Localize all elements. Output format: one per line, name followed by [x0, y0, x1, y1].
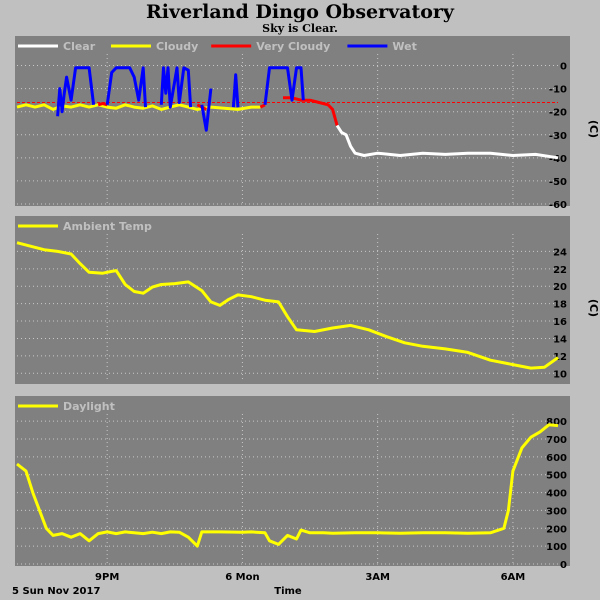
y-tick-label: 0: [560, 62, 567, 73]
y-tick-label: 500: [546, 471, 567, 482]
y-tick-label: 12: [553, 352, 567, 363]
y-tick-label: 200: [546, 524, 567, 535]
series-wet-line: [200, 88, 213, 132]
y-tick-label: 20: [553, 282, 567, 293]
series-wet-line: [56, 66, 96, 117]
y-axis-label: (C): [587, 120, 600, 138]
panel-background: [15, 36, 570, 206]
y-tick-label: 14: [553, 334, 567, 345]
series-very-cloudy-line: [259, 103, 266, 109]
y-tick-label: 100: [546, 542, 567, 553]
series-wet-line: [159, 66, 193, 109]
y-tick-label: 18: [553, 300, 567, 311]
y-tick-label: 24: [553, 247, 567, 258]
series-wet-line: [263, 66, 305, 105]
legend-label: Very Cloudy: [256, 40, 330, 53]
legend-label: Wet: [392, 40, 416, 53]
legend-label: Clear: [63, 40, 96, 53]
y-tick-label: -40: [549, 154, 567, 165]
panel-ambient: 24 22 20 18 16 14 12 10 (C) Ambient Temp: [15, 216, 600, 384]
y-tick-label: -20: [549, 108, 567, 119]
page-subtitle: Sky is Clear.: [262, 22, 338, 35]
legend-label: Cloudy: [156, 40, 198, 53]
y-axis-label: (C): [587, 299, 600, 317]
series-wet-line: [231, 73, 240, 108]
x-axis-label: Time: [274, 586, 302, 597]
y-tick-label: 16: [553, 317, 567, 328]
y-tick-label: 22: [553, 265, 567, 276]
y-tick-label: 400: [546, 489, 567, 500]
series-clear-line: [335, 124, 559, 160]
footer-date: 5 Sun Nov 2017: [12, 586, 100, 597]
y-tick-label: -10: [549, 85, 567, 96]
legend-label: Daylight: [63, 400, 115, 413]
series-daylight-line: [16, 423, 559, 548]
y-tick-label: 600: [546, 453, 567, 464]
x-tick-label: 9PM: [95, 572, 119, 583]
series-very-cloudy-line: [97, 102, 108, 107]
y-tick-label: 0: [560, 560, 567, 571]
y-tick-label: 700: [546, 435, 567, 446]
y-tick-label: 800: [546, 417, 567, 428]
panel-sky: 0 -10 -20 -30 -40 -50 -60 (C) Clear Cloudy Very Cl…: [15, 36, 600, 211]
panel-background: [15, 396, 570, 566]
y-tick-label: 300: [546, 506, 567, 517]
legend-label: Ambient Temp: [63, 220, 152, 233]
y-tick-label: 10: [553, 369, 567, 380]
x-tick-label: 6AM: [501, 572, 526, 583]
page-title: Riverland Dingo Observatory: [146, 1, 454, 23]
y-tick-label: -50: [549, 177, 567, 188]
y-tick-label: -60: [549, 200, 567, 211]
panel-daylight: 800 700 600 500 400 300 200 100 0 Daylight 9PM 6 Mo…: [15, 396, 570, 583]
x-tick-label: 6 Mon: [225, 572, 259, 583]
series-wet-line: [105, 66, 147, 108]
x-tick-label: 3AM: [365, 572, 390, 583]
y-tick-label: -30: [549, 131, 567, 142]
series-ambient-temp-line: [16, 241, 559, 370]
